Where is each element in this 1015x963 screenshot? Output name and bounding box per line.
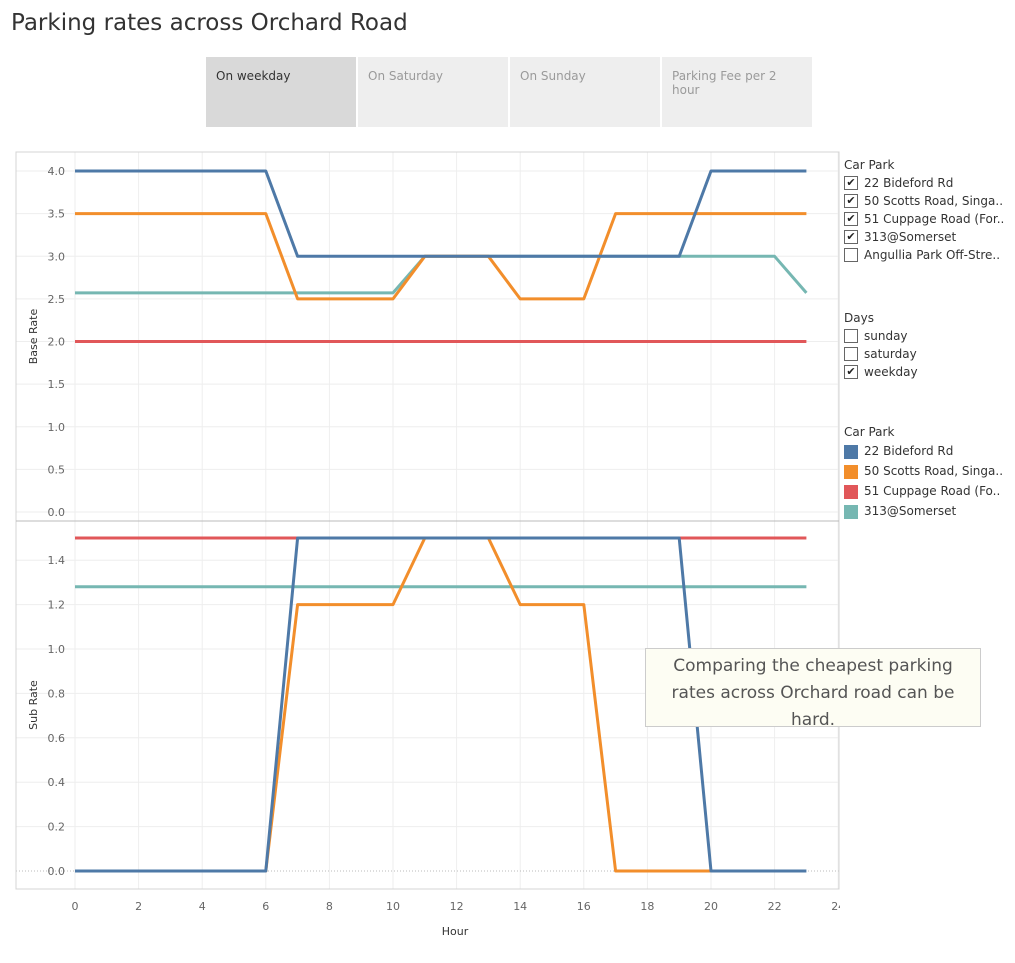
y-tick-label: 1.0 <box>48 421 66 434</box>
x-tick-label: 20 <box>704 900 718 913</box>
days-filter-title: Days <box>844 311 874 325</box>
checkbox-icon[interactable]: ✔ <box>844 194 858 208</box>
legend-item[interactable]: 313@Somerset <box>844 501 1003 521</box>
checkbox-icon[interactable]: ✔ <box>844 230 858 244</box>
x-axis-title: Hour <box>442 925 469 938</box>
chart-canvas: 0.0 0.5 1.0 1.5 2.0 2.5 3.0 3.5 4.0 Base Rate 0.0 0… <box>15 151 840 938</box>
x-tick-label: 0 <box>72 900 79 913</box>
legend-item[interactable]: 50 Scotts Road, Singa.. <box>844 461 1003 481</box>
checkbox-icon[interactable]: ✔ <box>844 212 858 226</box>
x-tick-label: 2 <box>135 900 142 913</box>
x-tick-label: 16 <box>577 900 591 913</box>
tab-saturday[interactable]: On Saturday <box>358 57 508 127</box>
legend-label: 22 Bideford Rd <box>864 444 954 458</box>
filter-item-angullia[interactable]: Angullia Park Off-Stre.. <box>844 246 1004 264</box>
legend-item[interactable]: 51 Cuppage Road (Fo.. <box>844 481 1003 501</box>
y-tick-label: 2.5 <box>48 293 66 306</box>
checkbox-icon[interactable] <box>844 347 858 361</box>
y-tick-label: 0.5 <box>48 463 66 476</box>
x-tick-label: 22 <box>768 900 782 913</box>
x-tick-label: 14 <box>513 900 527 913</box>
y-tick-label: 0.8 <box>48 687 66 700</box>
days-filter: Days sunday saturday ✔ weekday <box>844 311 918 381</box>
page-title: Parking rates across Orchard Road <box>11 10 408 36</box>
y-tick-label: 0.6 <box>48 732 66 745</box>
legend-swatch <box>844 445 858 459</box>
y-tick-label: 0.0 <box>48 506 66 519</box>
legend-swatch <box>844 465 858 479</box>
y-tick-label: 1.2 <box>48 599 66 612</box>
x-tick-label: 6 <box>262 900 269 913</box>
y-tick-label: 0.2 <box>48 821 66 834</box>
x-tick-label: 18 <box>640 900 654 913</box>
filter-item-weekday[interactable]: ✔ weekday <box>844 363 918 381</box>
legend-swatch <box>844 485 858 499</box>
x-tick-label: 8 <box>326 900 333 913</box>
filter-item-label: Angullia Park Off-Stre.. <box>864 248 1001 262</box>
legend-label: 313@Somerset <box>864 504 957 518</box>
filter-item-saturday[interactable]: saturday <box>844 345 918 363</box>
car-park-filter-title: Car Park <box>844 158 895 172</box>
filter-item-label: 22 Bideford Rd <box>864 176 954 190</box>
checkbox-icon[interactable] <box>844 248 858 262</box>
legend-item[interactable]: 22 Bideford Rd <box>844 441 1003 461</box>
color-legend-title: Car Park <box>844 425 895 439</box>
filter-item-label: saturday <box>864 347 917 361</box>
filter-item-51-cuppage[interactable]: ✔ 51 Cuppage Road (For.. <box>844 210 1004 228</box>
filter-item-50-scotts[interactable]: ✔ 50 Scotts Road, Singa.. <box>844 192 1004 210</box>
y-tick-label: 1.4 <box>48 554 66 567</box>
filter-item-label: 50 Scotts Road, Singa.. <box>864 194 1004 208</box>
legend-label: 51 Cuppage Road (Fo.. <box>864 484 1001 498</box>
y-axis-title: Base Rate <box>27 309 40 365</box>
tab-bar: On weekday On Saturday On Sunday Parking… <box>206 57 812 127</box>
x-tick-label: 10 <box>386 900 400 913</box>
filter-item-sunday[interactable]: sunday <box>844 327 918 345</box>
y-tick-label: 4.0 <box>48 165 66 178</box>
car-park-filter: Car Park ✔ 22 Bideford Rd ✔ 50 Scotts Ro… <box>844 158 1004 264</box>
filter-item-label: 313@Somerset <box>864 230 957 244</box>
annotation-box: Comparing the cheapest parking rates acr… <box>645 648 981 730</box>
y-tick-label: 1.0 <box>48 643 66 656</box>
series-line <box>75 536 807 873</box>
filter-item-22-bideford[interactable]: ✔ 22 Bideford Rd <box>844 174 1004 192</box>
checkbox-icon[interactable]: ✔ <box>844 176 858 190</box>
tab-weekday[interactable]: On weekday <box>206 57 356 127</box>
tab-sunday[interactable]: On Sunday <box>510 57 660 127</box>
checkbox-icon[interactable]: ✔ <box>844 365 858 379</box>
y-tick-label: 2.0 <box>48 336 66 349</box>
checkbox-icon[interactable] <box>844 329 858 343</box>
y-tick-label: 3.5 <box>48 208 66 221</box>
color-legend: Car Park 22 Bideford Rd 50 Scotts Road, … <box>844 425 1003 521</box>
series-line <box>75 254 808 295</box>
filter-item-313-somerset[interactable]: ✔ 313@Somerset <box>844 228 1004 246</box>
tab-parking-fee[interactable]: Parking Fee per 2 hour <box>662 57 812 127</box>
y-tick-label: 0.4 <box>48 776 66 789</box>
series-line <box>75 169 807 258</box>
filter-item-label: 51 Cuppage Road (For.. <box>864 212 1005 226</box>
filter-item-label: sunday <box>864 329 908 343</box>
x-tick-label: 4 <box>199 900 206 913</box>
y-axis-title: Sub Rate <box>27 680 40 730</box>
x-tick-label: 12 <box>450 900 464 913</box>
y-tick-label: 3.0 <box>48 250 66 263</box>
y-tick-label: 1.5 <box>48 378 66 391</box>
filter-item-label: weekday <box>864 365 918 379</box>
y-tick-label: 0.0 <box>48 865 66 878</box>
x-tick-label: 24 <box>831 900 840 913</box>
legend-swatch <box>844 505 858 519</box>
legend-label: 50 Scotts Road, Singa.. <box>864 464 1004 478</box>
